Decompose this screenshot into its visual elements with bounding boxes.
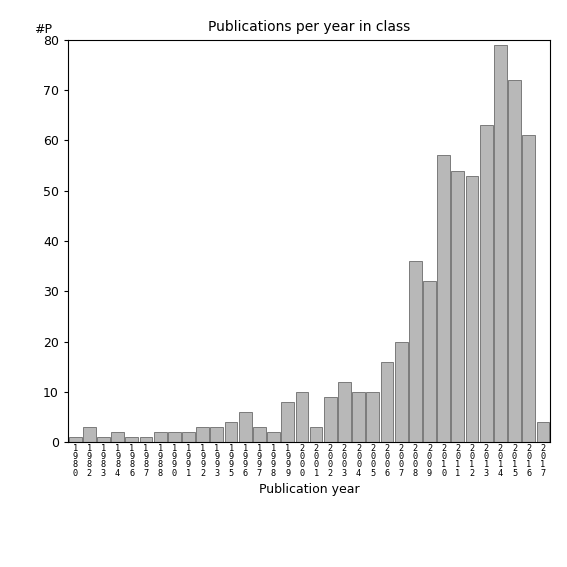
Bar [310,427,323,442]
Bar [409,261,422,442]
Bar [154,432,167,442]
Bar [295,392,308,442]
Bar [466,176,479,442]
X-axis label: Publication year: Publication year [259,483,359,496]
Bar [451,171,464,442]
Bar [239,412,252,442]
Bar [168,432,181,442]
Bar [69,437,82,442]
Bar [125,437,138,442]
Bar [182,432,195,442]
Bar [281,402,294,442]
Bar [494,45,507,442]
Bar [352,392,365,442]
Bar [338,382,351,442]
Bar [508,80,521,442]
Bar [267,432,280,442]
Bar [210,427,223,442]
Bar [253,427,266,442]
Bar [395,341,408,442]
Bar [97,437,110,442]
Bar [324,397,337,442]
Bar [139,437,153,442]
Title: Publications per year in class: Publications per year in class [208,20,410,35]
Text: #P: #P [34,23,52,36]
Bar [225,422,238,442]
Bar [536,422,549,442]
Bar [480,125,493,442]
Bar [437,155,450,442]
Bar [380,362,393,442]
Bar [83,427,96,442]
Bar [423,281,436,442]
Bar [111,432,124,442]
Bar [196,427,209,442]
Bar [522,136,535,442]
Bar [366,392,379,442]
